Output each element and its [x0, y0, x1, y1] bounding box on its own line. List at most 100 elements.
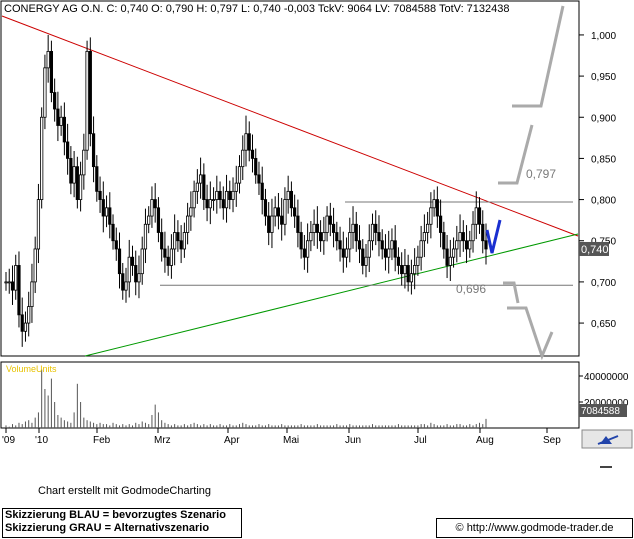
candle-body: [59, 116, 63, 126]
candle-body: [387, 248, 391, 258]
candle-body: [380, 240, 384, 250]
candle-body: [474, 207, 478, 225]
candle-body: [208, 199, 212, 209]
candle-body: [461, 232, 465, 242]
candle-body: [438, 215, 443, 233]
candle-body: [247, 133, 251, 151]
price-tick-label: 1,000: [591, 31, 616, 42]
candle-body: [442, 232, 446, 250]
candle-body: [228, 190, 232, 200]
candle-body: [127, 256, 131, 283]
candle-body: [124, 281, 128, 291]
candle-body: [20, 314, 24, 332]
trendlines: [1, 15, 579, 357]
candle-body: [468, 240, 472, 250]
candle-body: [40, 116, 44, 200]
candle-body: [134, 265, 138, 283]
candle-body: [143, 223, 148, 250]
candle-body: [43, 67, 47, 118]
source-link[interactable]: © http://www.godmode-trader.de: [436, 518, 633, 538]
candle-body: [263, 199, 268, 217]
candle-body: [108, 207, 112, 225]
candle-body: [88, 50, 92, 135]
candle-body: [130, 256, 135, 266]
candle-body: [348, 232, 352, 250]
candle-body: [374, 223, 378, 233]
candle-body: [357, 240, 362, 250]
candle-body: [477, 207, 482, 225]
candle-body: [140, 248, 144, 275]
volume-bars: [5, 369, 487, 428]
candle-body: [117, 248, 122, 275]
blue-scenario: [485, 219, 502, 254]
resistance-label: 0,797: [526, 167, 556, 181]
candle-body: [104, 207, 109, 217]
candle-body: [370, 223, 375, 242]
candle-body: [179, 240, 183, 250]
candle-body: [396, 256, 401, 266]
candle-body: [189, 207, 193, 217]
candle-body: [156, 207, 161, 233]
legend-blue: Skizzierung BLAU = bevorzugtes Szenario: [5, 509, 226, 521]
time-tick-label: Sep: [543, 435, 561, 446]
candles: [4, 34, 488, 347]
candle-body: [224, 190, 229, 209]
candle-body: [429, 207, 433, 225]
price-tick-label: 0,650: [591, 319, 616, 330]
candle-body: [78, 174, 83, 200]
candle-body: [111, 223, 115, 242]
time-tick-label: Aug: [476, 435, 494, 446]
candle-body: [17, 265, 21, 316]
candle-body: [328, 215, 332, 225]
last-price-label: 0,740: [581, 244, 609, 256]
candle-body: [218, 190, 222, 200]
candle-body: [296, 215, 300, 233]
candle-body: [315, 223, 319, 233]
candle-body: [205, 199, 209, 209]
last-volume-box: [579, 404, 627, 417]
price-tick-label: 0,950: [591, 72, 616, 83]
candle-body: [354, 223, 358, 242]
candle-body: [448, 256, 452, 266]
time-tick-label: Jun: [345, 435, 361, 446]
candle-body: [7, 281, 11, 284]
volume-tick-label: 20000000: [584, 398, 629, 409]
candle-body: [464, 240, 469, 250]
candle-body: [335, 232, 339, 242]
volume-tick-label: 40000000: [584, 372, 629, 383]
candle-body: [435, 199, 439, 217]
candle-body: [85, 50, 89, 151]
candle-body: [72, 166, 76, 184]
candle-body: [257, 174, 261, 184]
candle-body: [406, 265, 410, 283]
candle-body: [221, 199, 225, 209]
candle-body: [163, 248, 167, 258]
candle-body: [318, 232, 323, 242]
candle-body: [283, 199, 287, 225]
candle-body: [62, 116, 66, 143]
candle-body: [195, 182, 199, 192]
candle-body: [250, 149, 255, 159]
candle-body: [192, 190, 196, 209]
candle-body: [432, 199, 436, 209]
candle-body: [276, 207, 281, 217]
candle-body: [101, 199, 105, 217]
candle-body: [30, 281, 34, 308]
candle-body: [46, 50, 50, 69]
time-tick-label: Mrz: [154, 435, 171, 446]
candle-body: [351, 223, 355, 233]
legend-box: Skizzierung BLAU = bevorzugtes Szenario …: [2, 508, 242, 538]
candle-body: [377, 232, 381, 242]
candle-body: [14, 265, 18, 291]
candle-body: [182, 232, 186, 250]
candle-body: [364, 256, 368, 266]
candle-body: [186, 215, 190, 233]
candle-body: [426, 223, 430, 233]
support-label: 0,696: [456, 282, 486, 296]
candle-body: [98, 190, 102, 200]
candle-body: [121, 273, 125, 291]
uptrend-line: [84, 233, 579, 357]
gray-scenario-up-2: [512, 5, 565, 108]
time-axis: '09 '10 Feb Mrz Apr Mai Jun Jul Aug Sep: [2, 428, 561, 446]
candle-body: [413, 265, 417, 275]
